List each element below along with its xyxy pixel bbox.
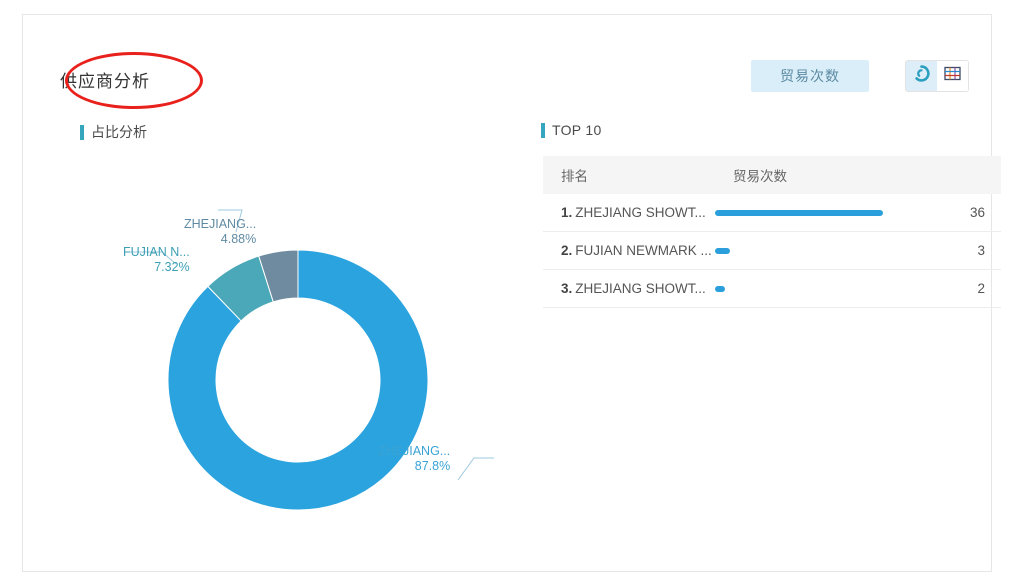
- cell-rank-name: 3. ZHEJIANG SHOWT...: [543, 281, 715, 296]
- view-toggle: [905, 60, 969, 92]
- rank-number: 3.: [561, 281, 573, 296]
- donut-label-1: FUJIAN N... 7.32%: [123, 245, 190, 274]
- share-analysis-label: 占比分析: [80, 122, 147, 142]
- donut-chart-icon: [913, 65, 930, 87]
- supplier-analysis-card: 供应商分析 贸易次数: [22, 14, 1001, 572]
- page-title: 供应商分析: [60, 72, 150, 91]
- top-ranking-label: TOP 10: [541, 122, 602, 138]
- donut-slice-2[interactable]: [258, 249, 299, 303]
- table-grid-icon: [944, 66, 961, 86]
- cell-value: 3: [977, 243, 985, 258]
- section-marker: [80, 124, 84, 140]
- metric-button[interactable]: 贸易次数: [751, 60, 869, 92]
- donut-chart-view-button[interactable]: [906, 61, 937, 91]
- rank-number: 2.: [561, 243, 573, 258]
- column-header-metric: 贸易次数: [733, 169, 787, 184]
- supplier-name: ZHEJIANG SHOWT...: [575, 205, 706, 220]
- top-ranking-table: 排名 贸易次数 1. ZHEJIANG SHOWT... 36 2. FUJIAN NE…: [543, 156, 1001, 308]
- value-bar: [715, 285, 726, 292]
- toolbar: 贸易次数: [751, 60, 969, 92]
- donut-chart-svg[interactable]: [63, 195, 523, 555]
- cell-bar: [715, 194, 939, 231]
- donut-label-2: ZHEJIANG... 4.88%: [184, 217, 257, 246]
- cell-value: 2: [977, 281, 985, 296]
- table-row[interactable]: 2. FUJIAN NEWMARK ... 3: [543, 232, 1001, 270]
- cell-rank-name: 1. ZHEJIANG SHOWT...: [543, 205, 715, 220]
- table-view-button[interactable]: [937, 61, 968, 91]
- cell-bar: [715, 232, 939, 269]
- table-row[interactable]: 3. ZHEJIANG SHOWT... 2: [543, 270, 1001, 308]
- donut-slice-0[interactable]: [167, 249, 429, 511]
- cell-bar: [715, 270, 939, 307]
- column-header-rank: 排名: [561, 169, 588, 184]
- table-row[interactable]: 1. ZHEJIANG SHOWT... 36: [543, 194, 1001, 232]
- section-marker: [541, 122, 545, 138]
- donut-label-0: ZHEJIANG... 87.8%: [378, 444, 451, 473]
- supplier-name: ZHEJIANG SHOWT...: [575, 281, 706, 296]
- supplier-name: FUJIAN NEWMARK ...: [575, 243, 712, 258]
- rank-number: 1.: [561, 205, 573, 220]
- value-bar: [715, 209, 883, 216]
- donut-chart: ZHEJIANG... 87.8% FUJIAN N... 7.32% ZHEJ…: [63, 195, 523, 555]
- value-bar: [715, 247, 730, 254]
- cell-rank-name: 2. FUJIAN NEWMARK ...: [543, 243, 715, 258]
- cell-value: 36: [969, 205, 985, 220]
- table-header-row: 排名 贸易次数: [543, 156, 1001, 194]
